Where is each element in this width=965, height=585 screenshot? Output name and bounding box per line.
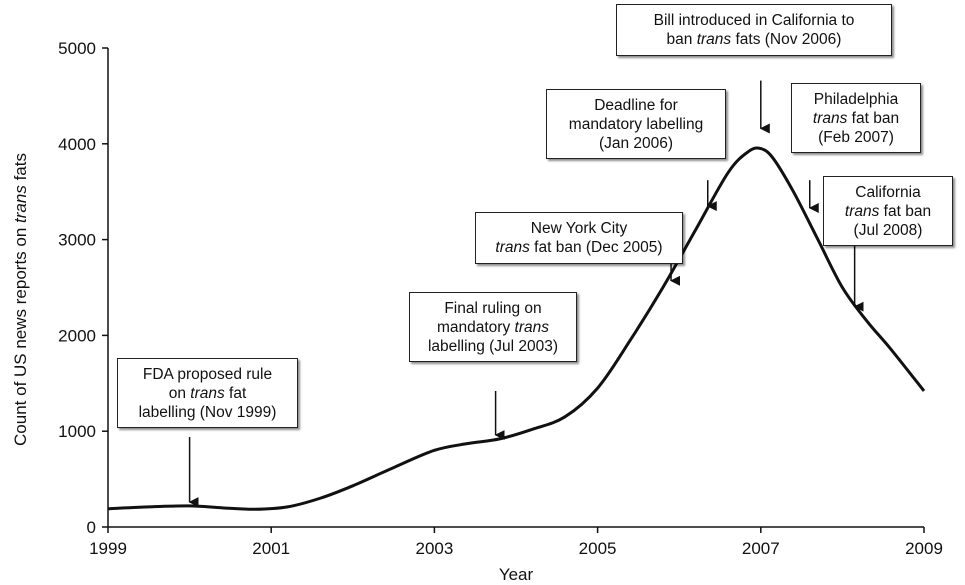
y-tick-label: 2000 [58, 326, 96, 345]
x-tick-label: 2001 [252, 539, 290, 558]
annotation-line: labelling (Nov 1999) [118, 403, 297, 422]
y-axis-title: Count of US news reports on trans fats [11, 153, 30, 446]
annotation-text: trans [190, 384, 225, 402]
annotation-text: New York City [530, 220, 628, 237]
annotation-box-nyc-2005: New York City trans fat ban (Dec 2005) [475, 212, 683, 264]
x-tick-label: 2003 [415, 539, 453, 558]
y-tick-label: 3000 [58, 231, 96, 250]
annotation-text: trans [514, 318, 549, 336]
annotation-line: Bill introduced in California to [617, 11, 891, 30]
annotation-text: on [168, 384, 191, 402]
y-axis-title-part: Count of US news reports on [11, 223, 30, 446]
annotation-text: trans [495, 239, 530, 256]
annotation-text: trans [696, 31, 732, 48]
annotation-box-calbill-2006: Bill introduced in California to ban tran… [616, 4, 892, 56]
series-line [107, 146, 926, 511]
annotation-line: California [824, 183, 952, 202]
annotation-line: mandatory labelling [547, 115, 725, 134]
annotation-line: (Jul 2008) [824, 221, 952, 240]
x-axis-title: Year [499, 565, 534, 584]
annotation-line: (Jan 2006) [547, 134, 725, 153]
annotation-line: FDA proposed rule [118, 365, 297, 384]
annotation-line: ban trans fats (Nov 2006) [617, 30, 891, 49]
y-axis-title-part: fats [11, 153, 30, 185]
annotation-line: New York City [476, 219, 682, 238]
annotation-text: FDA proposed rule [142, 365, 273, 383]
annotation-line: Deadline for [547, 96, 725, 115]
annotation-text: labelling (Nov 1999) [138, 403, 277, 421]
annotation-line: trans fat ban [792, 109, 920, 128]
x-tick-label: 1999 [89, 539, 127, 558]
y-axis-title-part: trans [11, 185, 30, 223]
annotation-text: Final ruling on [444, 299, 542, 317]
annotation-text: labelling (Jul 2003) [427, 337, 559, 355]
annotation-text: Bill introduced in California to [653, 12, 855, 29]
annotation-line: labelling (Jul 2003) [410, 337, 576, 356]
annotation-text: trans [812, 109, 848, 127]
annotation-box-cal-2008: California trans fat ban (Jul 2008) [823, 176, 953, 246]
annotation-line: mandatory trans [410, 318, 576, 337]
annotation-line: (Feb 2007) [792, 128, 920, 147]
annotation-text: mandatory [436, 318, 515, 336]
annotation-text: fat ban [847, 109, 900, 127]
y-tick-label: 0 [87, 518, 96, 537]
annotation-box-deadline-2006: Deadline for mandatory labelling (Jan 2006… [546, 89, 726, 159]
annotation-text: fat ban [879, 202, 932, 220]
axes: 1999 2001 2003 2005 2007 2009 0 1000 2000 3000 400… [58, 39, 943, 558]
annotation-box-fda-1999: FDA proposed rule on trans fat labelling (… [117, 358, 298, 428]
annotation-text: mandatory labelling [568, 115, 704, 133]
annotation-line: Final ruling on [410, 299, 576, 318]
y-tick-label: 1000 [58, 422, 96, 441]
annotation-text: trans [844, 202, 880, 220]
annotation-box-final-2003: Final ruling on mandatory trans labelling … [409, 292, 577, 362]
annotation-text: (Feb 2007) [818, 128, 894, 146]
x-tick-label: 2005 [579, 539, 617, 558]
annotation-text: ban [666, 31, 697, 48]
annotation-text: Philadelphia [813, 90, 899, 108]
annotation-text: (Jan 2006) [598, 134, 674, 152]
annotation-text: fat ban (Dec 2005) [529, 239, 663, 256]
annotation-text: fats (Nov 2006) [731, 31, 842, 48]
annotation-text: (Jul 2008) [853, 221, 923, 239]
annotation-arrows [188, 80, 864, 508]
x-tick-label: 2007 [742, 539, 780, 558]
annotation-text: fat [224, 384, 247, 402]
annotation-line: trans fat ban (Dec 2005) [476, 238, 682, 257]
y-tick-label: 5000 [58, 39, 96, 58]
annotation-line: on trans fat [118, 384, 297, 403]
series-layer [107, 146, 926, 511]
annotation-text: California [855, 183, 921, 201]
y-tick-label: 4000 [58, 135, 96, 154]
x-tick-label: 2009 [905, 539, 943, 558]
annotation-line: trans fat ban [824, 202, 952, 221]
annotation-box-philly-2007: Philadelphia trans fat ban (Feb 2007) [791, 83, 921, 153]
annotation-line: Philadelphia [792, 90, 920, 109]
annotation-text: Deadline for [594, 96, 678, 114]
